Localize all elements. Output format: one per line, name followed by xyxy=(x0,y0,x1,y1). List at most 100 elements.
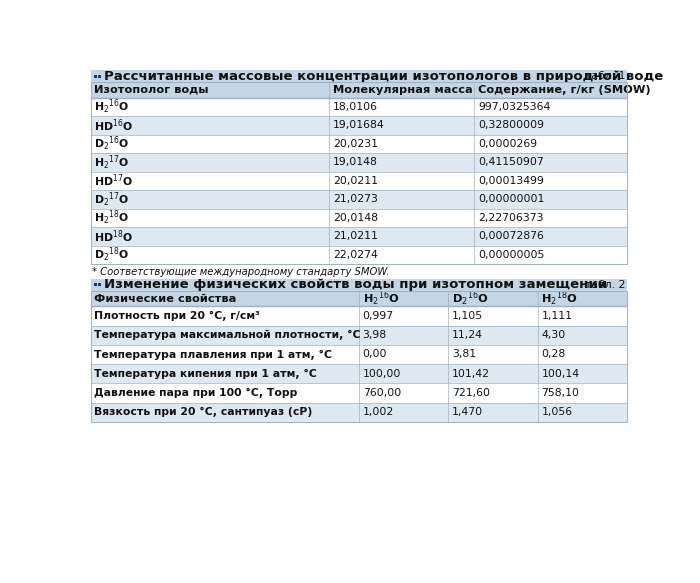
Bar xyxy=(90,403,358,422)
Text: H$_2$$^{16}$O: H$_2$$^{16}$O xyxy=(94,98,130,116)
Bar xyxy=(538,384,627,403)
Text: 4,30: 4,30 xyxy=(541,330,566,340)
Bar xyxy=(90,345,358,364)
Text: 21,0273: 21,0273 xyxy=(333,194,378,204)
Bar xyxy=(358,345,448,364)
Text: 0,00: 0,00 xyxy=(363,349,387,360)
Text: D$_2$$^{18}$O: D$_2$$^{18}$O xyxy=(94,245,130,264)
Bar xyxy=(90,245,329,264)
Bar xyxy=(538,345,627,364)
Bar xyxy=(474,82,627,98)
Bar xyxy=(98,283,102,286)
Bar xyxy=(358,384,448,403)
Bar xyxy=(90,135,329,153)
Text: Температура максимальной плотности, °C: Температура максимальной плотности, °C xyxy=(94,330,361,340)
Bar xyxy=(474,153,627,171)
Text: Плотность при 20 °C, г/см³: Плотность при 20 °C, г/см³ xyxy=(94,311,260,321)
Bar xyxy=(448,306,538,325)
Bar xyxy=(448,403,538,422)
Bar xyxy=(358,306,448,325)
Text: 0,997: 0,997 xyxy=(363,311,393,321)
Bar xyxy=(90,291,358,306)
Text: H$_2$$^{18}$O: H$_2$$^{18}$O xyxy=(94,209,130,227)
Text: 1,111: 1,111 xyxy=(541,311,573,321)
Bar xyxy=(90,291,627,422)
Bar xyxy=(329,82,474,98)
Text: D$_2$$^{16}$O: D$_2$$^{16}$O xyxy=(452,289,489,308)
Bar xyxy=(90,82,329,98)
Text: Вязкость при 20 °C, сантипуаз (сР): Вязкость при 20 °C, сантипуаз (сР) xyxy=(94,407,313,417)
Bar xyxy=(90,227,329,245)
Bar xyxy=(90,364,358,384)
Bar xyxy=(90,70,627,82)
Text: 0,00000005: 0,00000005 xyxy=(478,250,545,260)
Bar xyxy=(538,364,627,384)
Text: Температура кипения при 1 атм, °C: Температура кипения при 1 атм, °C xyxy=(94,368,317,379)
Bar xyxy=(448,345,538,364)
Bar xyxy=(448,325,538,345)
Bar xyxy=(358,364,448,384)
Text: 101,42: 101,42 xyxy=(452,368,490,379)
Bar xyxy=(474,171,627,190)
Text: Изотополог воды: Изотополог воды xyxy=(94,85,209,95)
Text: 3,81: 3,81 xyxy=(452,349,476,360)
Bar xyxy=(474,245,627,264)
Bar xyxy=(90,325,358,345)
Bar xyxy=(90,384,358,403)
Text: 1,056: 1,056 xyxy=(541,407,573,417)
Bar xyxy=(538,306,627,325)
Bar xyxy=(329,190,474,209)
Text: H$_2$$^{17}$O: H$_2$$^{17}$O xyxy=(94,153,130,171)
Bar xyxy=(538,325,627,345)
Text: 22,0274: 22,0274 xyxy=(333,250,378,260)
Bar xyxy=(329,227,474,245)
Text: табл. 1: табл. 1 xyxy=(585,71,625,81)
Text: 0,0000269: 0,0000269 xyxy=(478,139,537,149)
Text: Температура плавления при 1 атм, °C: Температура плавления при 1 атм, °C xyxy=(94,349,332,360)
Bar xyxy=(329,171,474,190)
Bar xyxy=(90,82,627,264)
Bar xyxy=(448,384,538,403)
Bar xyxy=(90,209,329,227)
Text: H$_2$$^{16}$O: H$_2$$^{16}$O xyxy=(363,289,399,308)
Text: 2,22706373: 2,22706373 xyxy=(478,213,543,223)
Text: табл. 2: табл. 2 xyxy=(585,280,625,290)
Text: Рассчитанные массовые концентрации изотопологов в природной воде: Рассчитанные массовые концентрации изото… xyxy=(104,69,663,83)
Text: 100,00: 100,00 xyxy=(363,368,401,379)
Text: 1,470: 1,470 xyxy=(452,407,483,417)
Bar xyxy=(90,116,329,135)
Text: D$_2$$^{17}$O: D$_2$$^{17}$O xyxy=(94,190,130,209)
Text: 1,105: 1,105 xyxy=(452,311,483,321)
Text: 19,01684: 19,01684 xyxy=(333,121,385,131)
Bar xyxy=(329,135,474,153)
Bar xyxy=(474,209,627,227)
Text: Молекулярная масса: Молекулярная масса xyxy=(333,85,473,95)
Text: Содержание, г/кг (SMOW): Содержание, г/кг (SMOW) xyxy=(478,85,650,95)
Text: 0,00000001: 0,00000001 xyxy=(478,194,545,204)
Text: HD$^{17}$O: HD$^{17}$O xyxy=(94,173,133,189)
Text: Изменение физических свойств воды при изотопном замещении: Изменение физических свойств воды при из… xyxy=(104,278,607,292)
Text: Физические свойства: Физические свойства xyxy=(94,294,237,304)
Bar xyxy=(94,75,97,78)
Bar xyxy=(474,135,627,153)
Text: 0,00013499: 0,00013499 xyxy=(478,176,544,186)
Bar xyxy=(538,291,627,306)
Text: 100,14: 100,14 xyxy=(541,368,580,379)
Text: HD$^{18}$O: HD$^{18}$O xyxy=(94,228,133,245)
Bar xyxy=(90,279,627,291)
Bar xyxy=(358,325,448,345)
Bar xyxy=(474,227,627,245)
Bar xyxy=(98,75,102,78)
Bar xyxy=(358,403,448,422)
Text: 11,24: 11,24 xyxy=(452,330,483,340)
Bar xyxy=(474,116,627,135)
Text: Давление пара при 100 °C, Торр: Давление пара при 100 °C, Торр xyxy=(94,388,298,398)
Bar xyxy=(474,98,627,116)
Text: 3,98: 3,98 xyxy=(363,330,386,340)
Bar xyxy=(329,209,474,227)
Text: 20,0211: 20,0211 xyxy=(333,176,378,186)
Text: HD$^{16}$O: HD$^{16}$O xyxy=(94,117,133,134)
Bar xyxy=(90,153,329,171)
Text: 721,60: 721,60 xyxy=(452,388,490,398)
Text: D$_2$$^{16}$O: D$_2$$^{16}$O xyxy=(94,135,130,153)
